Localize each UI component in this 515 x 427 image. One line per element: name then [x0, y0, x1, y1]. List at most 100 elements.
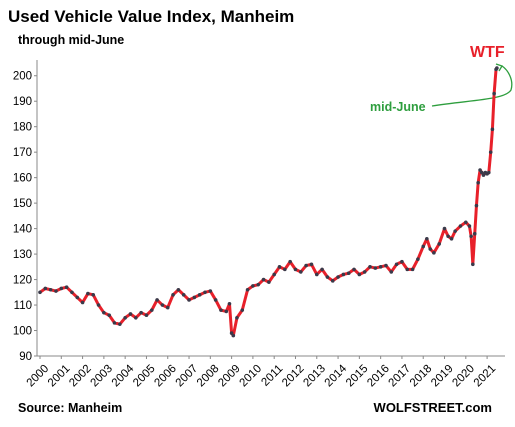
x-tick-label: 2002 — [67, 363, 94, 390]
point — [410, 267, 415, 272]
x-tick-label: 2014 — [323, 362, 350, 389]
point — [368, 265, 372, 269]
point — [442, 226, 447, 231]
point — [64, 285, 69, 290]
point — [314, 272, 319, 277]
annotation-arrow — [431, 65, 513, 107]
point — [219, 308, 223, 312]
point — [261, 277, 266, 282]
point — [229, 331, 234, 335]
x-tick-label: 2003 — [89, 363, 116, 390]
point — [213, 298, 218, 302]
point — [59, 286, 64, 291]
point — [224, 309, 229, 314]
point — [471, 262, 475, 267]
point — [458, 224, 463, 228]
point — [75, 295, 80, 300]
point — [400, 259, 404, 264]
y-tick-label: 90 — [19, 351, 32, 363]
chart-title: Used Vehicle Value Index, Manheim — [8, 7, 294, 26]
point — [134, 315, 138, 320]
point — [283, 267, 287, 272]
y-tick-label: 100 — [13, 326, 32, 338]
x-tick-label: 2019 — [429, 363, 456, 390]
point — [251, 284, 255, 288]
point — [171, 293, 175, 297]
point — [91, 293, 96, 297]
point — [149, 308, 154, 312]
point — [118, 322, 122, 326]
point — [488, 150, 493, 154]
point — [394, 262, 399, 267]
point — [231, 333, 236, 338]
point — [112, 321, 117, 325]
point — [38, 290, 42, 295]
point — [469, 234, 473, 239]
point — [208, 289, 213, 293]
point — [160, 303, 165, 307]
line — [39, 67, 499, 338]
point — [492, 91, 496, 96]
point — [102, 310, 106, 315]
x-tick-label: 2008 — [195, 363, 222, 390]
point — [428, 247, 433, 251]
point — [128, 312, 133, 316]
x-tick-label: 2007 — [174, 363, 201, 390]
point — [495, 66, 499, 70]
y-tick-label: 130 — [13, 249, 32, 261]
point — [240, 308, 245, 312]
point — [346, 271, 351, 275]
point — [389, 270, 394, 274]
point — [48, 287, 53, 292]
x-tick-label: 2015 — [344, 363, 371, 390]
point — [256, 282, 261, 287]
annotation-mid-june: mid-June — [370, 100, 426, 114]
point — [123, 315, 127, 320]
x-tick-label: 2006 — [152, 363, 179, 390]
x-tick-label: 2013 — [301, 363, 328, 390]
point — [272, 272, 276, 277]
point — [325, 275, 330, 279]
point — [330, 279, 335, 283]
source: Source: Manheim — [18, 401, 122, 415]
y-tick-label: 150 — [13, 198, 32, 210]
point — [432, 251, 436, 255]
point — [341, 272, 346, 277]
y-tick-label: 120 — [13, 275, 32, 287]
point — [478, 168, 482, 172]
point — [449, 237, 454, 241]
point — [197, 293, 202, 297]
y-tick-label: 160 — [13, 173, 32, 185]
point — [437, 242, 441, 246]
point — [139, 310, 143, 315]
point — [453, 229, 457, 233]
point — [425, 237, 429, 241]
y-tick-label: 170 — [13, 147, 32, 159]
point — [227, 301, 232, 306]
point — [416, 257, 420, 261]
point — [474, 203, 479, 208]
y-tick-label: 200 — [13, 71, 32, 83]
point — [357, 272, 362, 277]
point — [378, 265, 383, 269]
point — [373, 266, 378, 270]
x-tick-label: 2020 — [450, 363, 477, 390]
point — [472, 231, 477, 236]
point — [235, 315, 239, 320]
point — [464, 220, 468, 225]
point — [293, 267, 298, 272]
point — [165, 305, 170, 310]
point — [320, 267, 324, 272]
x-tick-label: 2018 — [408, 363, 435, 390]
point — [176, 287, 181, 292]
y-tick-label: 190 — [13, 96, 32, 108]
point — [155, 298, 159, 302]
x-tick-label: 2009 — [216, 363, 243, 390]
point — [192, 295, 197, 300]
x-tick-label: 2010 — [238, 363, 265, 390]
x-tick-label: 2004 — [110, 362, 137, 389]
point — [144, 313, 149, 318]
point — [54, 289, 58, 293]
point — [267, 280, 271, 284]
